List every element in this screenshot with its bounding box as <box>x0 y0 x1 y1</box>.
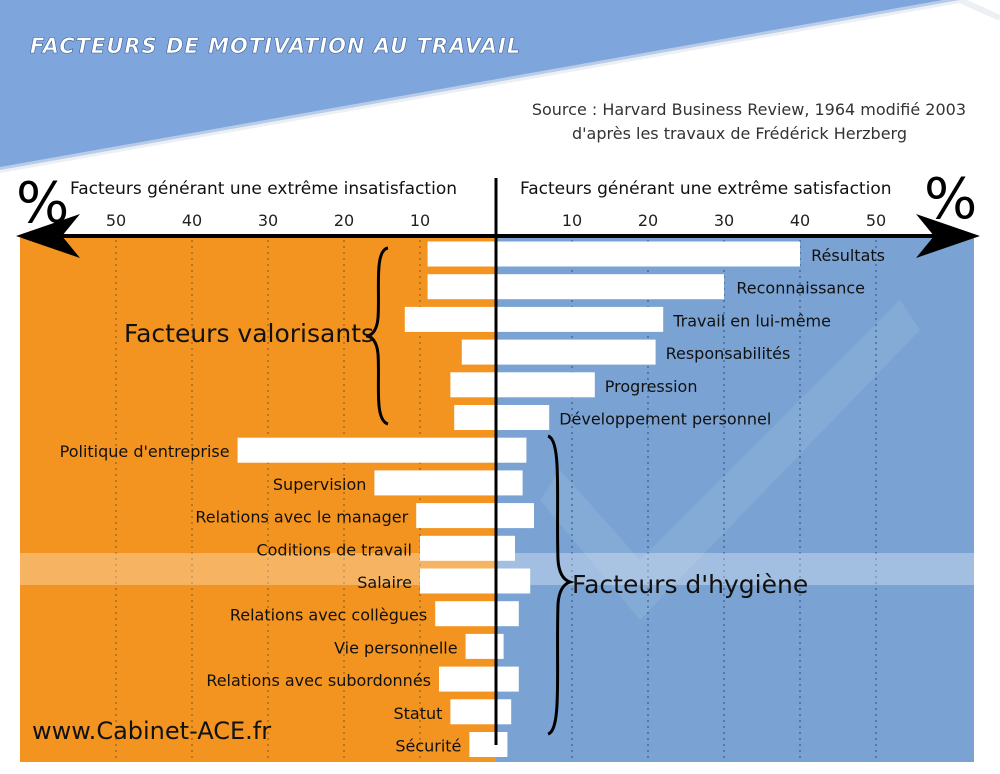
bar-left-10 <box>420 568 496 594</box>
tick-labels: 10 20 30 40 50 10 20 30 40 50 <box>106 211 886 230</box>
tick-label-left: 40 <box>182 211 202 230</box>
category-label: Salaire <box>357 573 412 592</box>
category-label: Résultats <box>811 246 885 265</box>
decorative-check-icon <box>540 300 920 620</box>
bar-left-4 <box>450 372 496 398</box>
bar-left-11 <box>435 601 496 627</box>
category-label: Relations avec subordonnés <box>206 671 431 690</box>
tick-label-right: 30 <box>714 211 734 230</box>
bar-left-0 <box>427 241 496 267</box>
bar-right-3 <box>496 339 656 365</box>
category-label: Progression <box>605 377 698 396</box>
bar-right-5 <box>496 405 550 430</box>
bar-right-12 <box>496 633 504 659</box>
tick-label-right: 10 <box>562 211 582 230</box>
bar-right-7 <box>496 470 523 496</box>
bar-left-8 <box>416 503 496 529</box>
arrow-right-icon <box>916 214 980 258</box>
tick-label-left: 30 <box>258 211 278 230</box>
bar-left-1 <box>427 274 496 300</box>
website-label: www.Cabinet-ACE.fr <box>32 717 271 745</box>
category-label: Supervision <box>273 475 367 494</box>
category-label: Travail en lui-même <box>672 311 831 330</box>
category-label: Reconnaissance <box>736 279 865 298</box>
bar-left-6 <box>237 437 496 463</box>
category-labels: Résultats Reconnaissance Travail en lui-mê… <box>60 246 885 756</box>
page-title: FACTEURS DE MOTIVATION AU TRAVAIL <box>30 34 521 58</box>
category-label: Politique d'entreprise <box>60 442 230 461</box>
bar-right-10 <box>496 568 531 594</box>
bar-left-15 <box>469 732 496 757</box>
bar-right-11 <box>496 601 519 627</box>
bar-right-4 <box>496 372 595 398</box>
bar-left-3 <box>461 339 496 365</box>
tick-label-right: 40 <box>790 211 810 230</box>
tick-label-right: 50 <box>866 211 886 230</box>
bar-right-9 <box>496 535 515 561</box>
category-label: Sécurité <box>395 737 461 756</box>
bar-left-9 <box>420 535 496 561</box>
tick-label-left: 10 <box>410 211 430 230</box>
bar-left-13 <box>439 666 496 692</box>
tick-label-left: 50 <box>106 211 126 230</box>
tick-label-left: 20 <box>334 211 354 230</box>
source-line-2: d'après les travaux de Frédérick Herzber… <box>572 124 907 143</box>
bar-right-0 <box>496 241 800 267</box>
tick-label-right: 20 <box>638 211 658 230</box>
category-label: Coditions de travail <box>256 540 412 559</box>
bar-left-7 <box>374 470 496 496</box>
bar-right-13 <box>496 666 519 692</box>
brace-hygiene-icon <box>547 434 575 736</box>
brace-motivators-icon <box>365 246 389 426</box>
bar-right-8 <box>496 503 534 529</box>
category-label: Relations avec collègues <box>230 606 427 625</box>
category-label: Développement personnel <box>559 410 771 429</box>
category-label: Relations avec le manager <box>195 508 408 527</box>
bar-right-15 <box>496 732 508 757</box>
bar-left-2 <box>404 306 496 332</box>
left-axis-title: Facteurs générant une extrême insatisfac… <box>70 179 457 199</box>
bar-left-12 <box>465 633 496 659</box>
bar-left-5 <box>454 405 496 430</box>
source-line-1: Source : Harvard Business Review, 1964 m… <box>532 100 966 119</box>
banner-shadow <box>0 0 1000 173</box>
bars <box>237 241 800 757</box>
bar-right-2 <box>496 306 664 332</box>
category-label: Vie personnelle <box>334 638 458 657</box>
group-label-motivators: Facteurs valorisants <box>124 319 374 348</box>
group-label-hygiene: Facteurs d'hygiène <box>572 570 808 599</box>
bar-right-1 <box>496 274 724 300</box>
arrow-left-icon <box>16 214 80 258</box>
bar-right-14 <box>496 699 512 725</box>
category-label: Responsabilités <box>666 344 791 363</box>
category-label: Statut <box>393 704 442 723</box>
bar-left-14 <box>450 699 496 725</box>
bar-right-6 <box>496 437 527 463</box>
gridlines <box>115 240 877 760</box>
right-axis-title: Facteurs générant une extrême satisfacti… <box>520 179 892 199</box>
